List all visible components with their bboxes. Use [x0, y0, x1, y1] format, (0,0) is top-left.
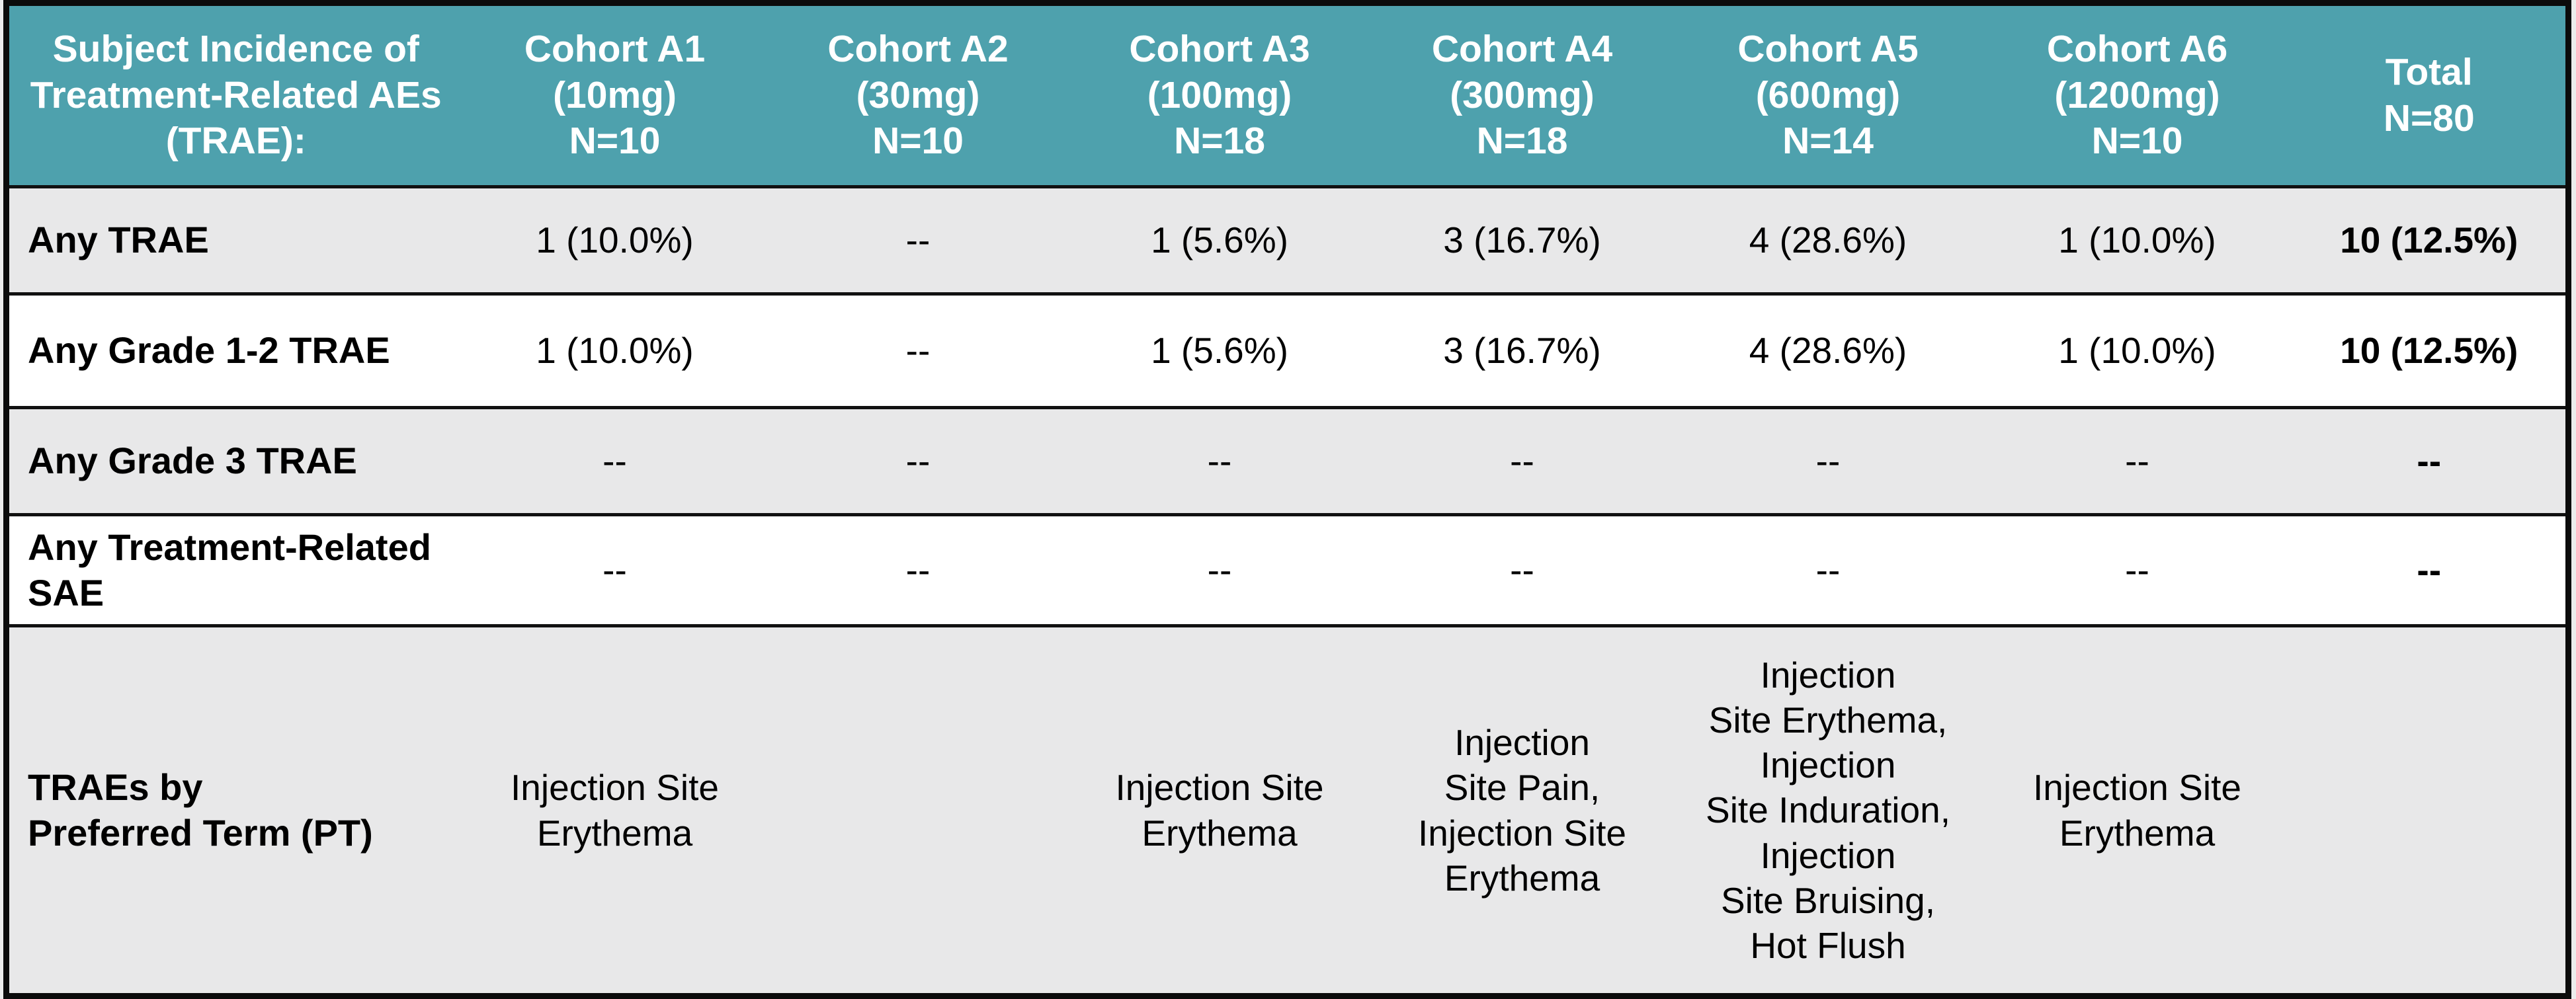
table-cell: --: [1207, 440, 1232, 482]
row-any-grade-1-2-trae: Any Grade 1-2 TRAE 1 (10.0%) -- 1 (5.6%)…: [6, 294, 2569, 408]
table-cell: Injection Site Erythema: [511, 767, 719, 854]
table-cell: --: [602, 440, 627, 482]
table-cell: --: [2125, 549, 2149, 591]
table-cell: 1 (10.0%): [2058, 220, 2216, 261]
header-cohort-a3: Cohort A3 (100mg) N=18: [1069, 3, 1370, 187]
header-cohort-a5: Cohort A5 (600mg) N=14: [1674, 3, 1982, 187]
header-cohort-a1: Cohort A1 (10mg) N=10: [462, 3, 767, 187]
table-cell-total: 10 (12.5%): [2340, 220, 2518, 261]
table-cell: Injection Site Erythema: [1115, 767, 1324, 854]
table-cell: 3 (16.7%): [1443, 330, 1601, 372]
table-cell: --: [905, 549, 931, 591]
row-any-grade-3-trae: Any Grade 3 TRAE -- -- -- -- -- -- --: [6, 407, 2569, 515]
header-row: Subject Incidence of Treatment-Related A…: [6, 3, 2569, 187]
row-any-trae: Any TRAE 1 (10.0%) -- 1 (5.6%) 3 (16.7%)…: [6, 186, 2569, 294]
table-cell: 1 (10.0%): [536, 330, 694, 372]
trae-table-container: Subject Incidence of Treatment-Related A…: [3, 0, 2571, 999]
table-cell: Injection Site Pain, Injection Site Eryt…: [1418, 722, 1626, 899]
table-cell: 1 (10.0%): [536, 220, 694, 261]
table-cell: --: [1510, 440, 1534, 482]
row-any-treatment-related-sae: Any Treatment-Related SAE -- -- -- -- --…: [6, 514, 2569, 626]
table-cell: 4 (28.6%): [1749, 220, 1907, 261]
header-total: Total N=80: [2292, 3, 2569, 187]
table-cell: 3 (16.7%): [1443, 220, 1601, 261]
trae-incidence-table: Subject Incidence of Treatment-Related A…: [3, 0, 2571, 999]
table-cell-total: [2293, 626, 2569, 996]
table-cell: --: [1815, 549, 1841, 591]
table-cell: --: [2125, 440, 2149, 482]
row-traes-by-preferred-term: TRAEs by Preferred Term (PT) Injection S…: [6, 625, 2569, 996]
table-cell: --: [905, 330, 931, 372]
table-cell: --: [1510, 549, 1534, 591]
table-cell-total: 10 (12.5%): [2340, 330, 2518, 372]
table-cell-total: --: [2417, 440, 2442, 482]
table-cell: Injection Site Erythema: [2033, 767, 2241, 854]
row-label-any-treatment-related-sae: Any Treatment-Related SAE: [28, 526, 431, 614]
header-corner-label: Subject Incidence of Treatment-Related A…: [6, 3, 463, 187]
header-cohort-a6: Cohort A6 (1200mg) N=10: [1981, 3, 2293, 187]
row-label-traes-by-preferred-term: TRAEs by Preferred Term (PT): [28, 766, 373, 854]
table-cell: --: [905, 220, 931, 261]
header-cohort-a4: Cohort A4 (300mg) N=18: [1370, 3, 1675, 187]
table-cell: 1 (10.0%): [2058, 330, 2216, 372]
table-cell-total: --: [2417, 549, 2442, 591]
row-label-any-trae: Any TRAE: [28, 219, 209, 261]
table-cell: 1 (5.6%): [1151, 220, 1288, 261]
table-cell: 4 (28.6%): [1749, 330, 1907, 372]
table-cell: 1 (5.6%): [1151, 330, 1288, 372]
row-label-any-grade-1-2-trae: Any Grade 1-2 TRAE: [28, 329, 390, 372]
table-cell: Injection Site Erythema, Injection Site …: [1706, 654, 1950, 966]
table-cell: --: [602, 549, 627, 591]
row-label-any-grade-3-trae: Any Grade 3 TRAE: [28, 440, 357, 482]
header-cohort-a2: Cohort A2 (30mg) N=10: [767, 3, 1069, 187]
table-cell: --: [905, 440, 931, 482]
table-cell: --: [1815, 440, 1841, 482]
table-cell: [767, 626, 1069, 996]
table-cell: --: [1207, 549, 1232, 591]
